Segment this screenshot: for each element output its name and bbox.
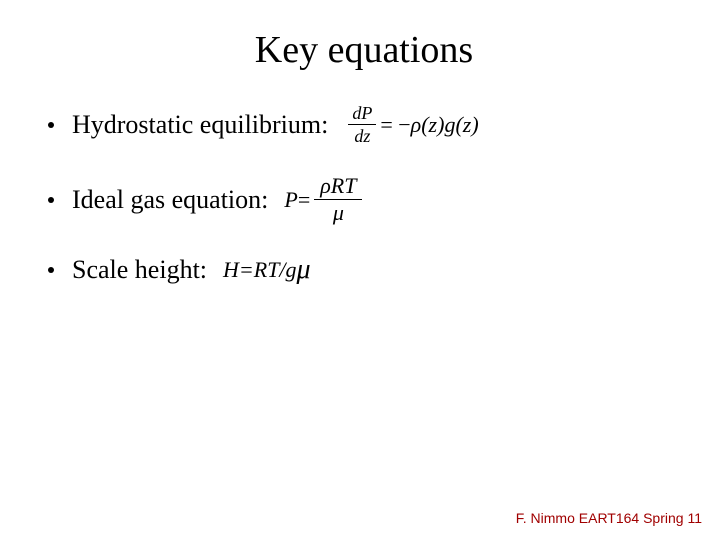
slide-footer: F. Nimmo EART164 Spring 11 — [516, 510, 702, 526]
idealgas-equation: P = ρRT μ — [284, 175, 366, 224]
bullet-dot-icon — [48, 122, 54, 128]
bullet-idealgas: Ideal gas equation: P = ρRT μ — [48, 175, 680, 224]
idealgas-num: ρRT — [314, 175, 362, 200]
hydrostatic-lhs-den: dz — [350, 125, 374, 145]
hydrostatic-eq-sign: = − — [380, 112, 410, 138]
scaleheight-eq-text: H=RT/g — [223, 257, 297, 283]
hydrostatic-z2: (z) — [455, 112, 478, 138]
hydrostatic-lhs-num: dP — [348, 104, 376, 125]
bullet-dot-icon — [48, 197, 54, 203]
bullet-hydrostatic: Hydrostatic equilibrium: dP dz = − ρ (z)… — [48, 104, 680, 145]
idealgas-fraction: ρRT μ — [314, 175, 362, 224]
bullet-idealgas-label: Ideal gas equation: — [72, 185, 268, 215]
hydrostatic-g: g — [444, 112, 455, 138]
bullet-scaleheight: Scale height: H=RT/gμ — [48, 254, 680, 286]
hydrostatic-rho: ρ — [411, 112, 422, 138]
bullet-scaleheight-label: Scale height: — [72, 255, 207, 285]
idealgas-P: P — [284, 187, 297, 213]
bullet-dot-icon — [48, 267, 54, 273]
slide-title: Key equations — [48, 28, 680, 72]
hydrostatic-z1: (z) — [421, 112, 444, 138]
slide: Key equations Hydrostatic equilibrium: d… — [0, 0, 720, 540]
scaleheight-equation: H=RT/gμ — [223, 254, 311, 286]
hydrostatic-equation: dP dz = − ρ (z) g (z) — [344, 104, 478, 145]
hydrostatic-lhs-fraction: dP dz — [348, 104, 376, 145]
idealgas-eq-sign: = — [298, 187, 310, 213]
scaleheight-mu: μ — [297, 254, 311, 286]
idealgas-den: μ — [327, 200, 350, 224]
bullet-hydrostatic-label: Hydrostatic equilibrium: — [72, 110, 328, 140]
bullet-list: Hydrostatic equilibrium: dP dz = − ρ (z)… — [48, 104, 680, 286]
